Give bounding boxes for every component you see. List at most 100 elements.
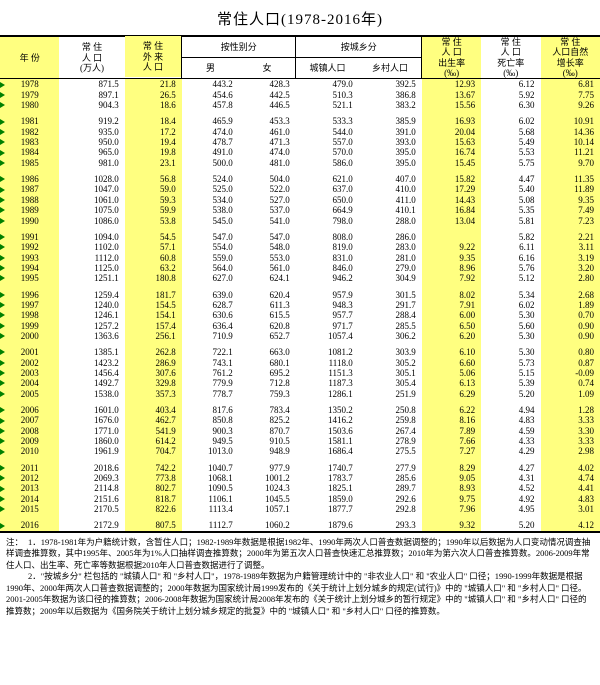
table-cell: 16.84 [422,205,481,215]
table-cell: 391.0 [359,127,422,137]
table-cell: 9.32 [422,520,481,531]
table-cell: 1581.1 [296,436,359,446]
table-cell: 1995 [0,273,59,283]
table-cell: 26.5 [125,90,182,100]
table-cell: 948.9 [239,446,296,456]
table-cell: 7.96 [422,504,481,514]
table-cell: 3.33 [541,436,600,446]
table-cell: 652.7 [239,331,296,341]
table-cell: 870.7 [239,426,296,436]
table-cell: 154.5 [125,300,182,310]
table-cell: 620.4 [239,290,296,300]
table-cell: 305.1 [359,368,422,378]
table-cell: 1686.4 [296,446,359,456]
table-cell: 850.8 [182,415,239,425]
table-cell: 1986 [0,174,59,184]
table-cell: 2014 [0,494,59,504]
table-cell: 474.0 [239,147,296,157]
table-cell: 457.8 [182,100,239,110]
table-cell: 1045.5 [239,494,296,504]
table-cell: 478.7 [182,137,239,147]
table-cell: 8.93 [422,483,481,493]
table-cell: 919.2 [59,116,124,126]
table-cell: 773.8 [125,473,182,483]
table-cell: 19.4 [125,137,182,147]
table-cell: 8.29 [422,463,481,473]
table-cell: 2005 [0,389,59,399]
table-cell: 16.93 [422,116,481,126]
table-cell: 1989 [0,205,59,215]
table-cell: 553.0 [239,253,296,263]
table-cell: 9.70 [541,158,600,168]
table-cell: 307.6 [125,368,182,378]
table-cell: 1.89 [541,300,600,310]
table-cell: 743.1 [182,358,239,368]
table-cell: 1676.0 [59,415,124,425]
table-cell: 181.7 [125,290,182,300]
table-cell: 910.5 [239,436,296,446]
table-cell: 6.12 [481,79,540,90]
table-row: 1983950.019.4478.7471.3557.0393.015.635.… [0,137,600,147]
table-cell: 4.83 [541,494,600,504]
table-cell: 6.13 [422,378,481,388]
table-cell: 292.6 [359,494,422,504]
table-cell: 559.0 [182,253,239,263]
table-row: 20142151.6818.71106.11045.51859.0292.69.… [0,494,600,504]
table-cell: 639.0 [182,290,239,300]
table-cell: 2172.9 [59,520,124,531]
table-cell: -0.09 [541,368,600,378]
table-cell: 3.33 [541,415,600,425]
table-body: 1978871.521.8443.2428.3479.0392.512.936.… [0,79,600,532]
table-cell: 386.8 [359,90,422,100]
table-cell: 1456.4 [59,368,124,378]
table-cell: 1112.7 [182,520,239,531]
table-row: 20132114.8802.71090.51024.31825.1289.78.… [0,483,600,493]
note-label: 注： [6,537,28,548]
table-cell: 1985 [0,158,59,168]
table-cell: 7.92 [422,273,481,283]
table-cell: 650.0 [296,195,359,205]
table-row: 19921102.057.1554.0548.0819.0283.09.226.… [0,242,600,252]
table-cell: 704.7 [125,446,182,456]
table-cell: 500.0 [182,158,239,168]
table-cell: 0.87 [541,358,600,368]
table-cell: 761.2 [182,368,239,378]
table-cell: 5.49 [481,137,540,147]
table-cell: 1057.4 [296,331,359,341]
table-cell: 620.8 [239,321,296,331]
table-cell: 621.0 [296,174,359,184]
table-cell: 2018.6 [59,463,124,473]
table-cell: 2010 [0,446,59,456]
table-cell: 1999 [0,321,59,331]
table-cell: 9.35 [541,195,600,205]
table-cell: 1060.2 [239,520,296,531]
table-cell: 393.0 [359,137,422,147]
table-cell: 288.0 [359,216,422,226]
table-cell: 1286.1 [296,389,359,399]
table-cell: 547.0 [182,232,239,242]
table-cell: 60.8 [125,253,182,263]
hdr-natural: 常 住 人口自然 增长率 (‰) [541,36,600,79]
table-cell: 5.40 [481,184,540,194]
table-cell: 6.02 [481,116,540,126]
table-cell: 1057.1 [239,504,296,514]
table-row: 19911094.054.5547.0547.0808.0286.05.822.… [0,232,600,242]
table-cell: 680.1 [239,358,296,368]
table-row: 20122069.3773.81068.11001.21783.7285.69.… [0,473,600,483]
table-cell: 7.89 [422,426,481,436]
table-cell: 13.04 [422,216,481,226]
table-cell: 59.0 [125,184,182,194]
hdr-urban: 城镇人口 [296,58,359,79]
table-row: 20152170.5822.61113.41057.11877.7292.87.… [0,504,600,514]
table-cell: 2000 [0,331,59,341]
table-cell: 819.0 [296,242,359,252]
table-cell: 1363.6 [59,331,124,341]
table-cell: 5.68 [481,127,540,137]
table-cell: 465.9 [182,116,239,126]
table-cell: 9.35 [422,253,481,263]
table-cell: 825.2 [239,415,296,425]
hdr-rural: 乡村人口 [359,58,422,79]
table-cell: 53.8 [125,216,182,226]
table-cell: 1988 [0,195,59,205]
table-cell: 18.4 [125,116,182,126]
